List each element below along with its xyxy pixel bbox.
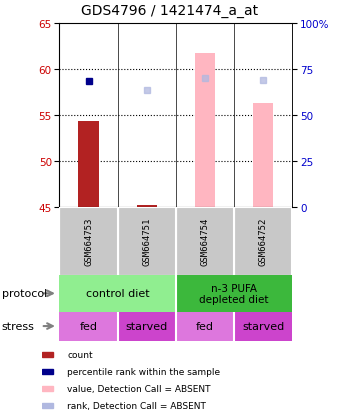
Bar (234, 207, 292, 275)
Text: fed: fed (196, 321, 214, 331)
Text: GSM664751: GSM664751 (142, 217, 151, 266)
Text: percentile rank within the sample: percentile rank within the sample (67, 367, 221, 376)
Bar (253, 104, 273, 207)
Bar (118, 207, 176, 275)
Bar (42, 369, 53, 374)
Text: value, Detection Call = ABSENT: value, Detection Call = ABSENT (67, 385, 211, 393)
Bar (42, 352, 53, 357)
Text: protocol: protocol (2, 289, 47, 299)
Bar (59, 207, 118, 275)
Text: count: count (67, 350, 93, 359)
Text: fed: fed (80, 321, 98, 331)
Text: control diet: control diet (86, 289, 150, 299)
Text: rank, Detection Call = ABSENT: rank, Detection Call = ABSENT (67, 401, 206, 410)
Text: stress: stress (2, 321, 35, 331)
Text: GSM664752: GSM664752 (259, 217, 268, 266)
Bar (42, 387, 53, 391)
Bar (42, 404, 53, 408)
Bar (59, 312, 118, 341)
Bar (176, 275, 292, 312)
Text: GSM664754: GSM664754 (201, 217, 209, 266)
Text: GSM664753: GSM664753 (84, 217, 93, 266)
Bar (137, 206, 157, 207)
Bar (118, 312, 176, 341)
Bar (176, 312, 234, 341)
Text: n-3 PUFA
depleted diet: n-3 PUFA depleted diet (200, 283, 269, 304)
Bar (79, 122, 99, 207)
Bar (176, 207, 234, 275)
Bar (195, 54, 215, 207)
Bar (234, 312, 292, 341)
Text: starved: starved (242, 321, 285, 331)
Bar (59, 275, 176, 312)
Text: GDS4796 / 1421474_a_at: GDS4796 / 1421474_a_at (82, 4, 258, 18)
Text: starved: starved (126, 321, 168, 331)
